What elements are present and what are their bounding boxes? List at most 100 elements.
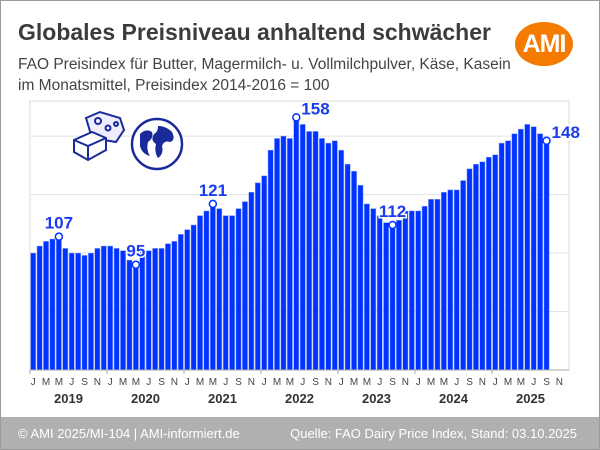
bar [338,149,345,371]
month-tick-label: M [55,377,63,388]
month-tick-label: N [402,377,409,388]
annotation-marker [542,136,551,146]
bar [145,250,152,371]
bar [274,138,280,371]
month-tick-label: M [209,377,217,388]
bar [36,245,43,371]
month-tick-label: S [81,377,88,388]
bar [62,248,69,371]
month-tick-label: S [389,377,396,388]
bar [524,124,531,371]
month-tick-label: N [171,377,178,388]
bar [447,189,454,371]
month-tick-label: J [31,377,36,388]
bar [43,241,49,371]
bar [165,243,171,371]
month-tick-label: N [556,377,563,388]
bar [460,180,466,371]
bar [396,220,402,371]
month-tick-label: J [185,377,190,388]
bar [75,252,81,371]
month-tick-label: M [132,377,140,388]
bar [543,140,550,371]
month-tick-label: J [377,377,382,388]
bar [190,224,197,371]
bar [530,126,537,371]
bar [357,184,364,371]
chart-subtitle: FAO Preisindex für Butter, Magermilch- u… [18,54,511,96]
month-tick-label: N [479,377,486,388]
bar [171,241,178,371]
bar [299,124,306,371]
bar [113,248,120,371]
bar [473,163,479,371]
year-label: 2020 [131,391,160,406]
bar [466,168,473,371]
annotation-label: 107 [45,214,73,233]
bar [248,191,255,371]
month-tick-label: S [158,377,165,388]
bar [68,252,75,371]
month-tick-label: J [416,377,421,388]
bar [389,224,396,371]
month-tick-label: M [504,377,512,388]
cheese-butter-icon [73,110,126,162]
month-tick-label: M [350,377,358,388]
bar [364,203,370,371]
bar [254,182,261,371]
bar [537,133,543,371]
bar [107,245,114,371]
month-tick-label: J [300,377,305,388]
bar [479,161,486,371]
bar [312,131,319,371]
bar [216,208,223,371]
bar [370,208,377,371]
subtitle-line-1: FAO Preisindex für Butter, Magermilch- u… [18,56,511,73]
bar [242,201,248,371]
subtitle-line-2: im Monatsmittel, Preisindex 2014-2016 = … [18,77,330,94]
month-tick-label: N [94,377,101,388]
bar [319,138,325,371]
bar [434,198,441,371]
bar [139,250,146,371]
plot-area [29,100,570,371]
bar [229,215,235,371]
annotation-label: 112 [379,202,406,221]
bar [485,156,492,371]
bar [325,142,332,371]
bar [133,264,139,371]
month-tick-label: J [493,377,498,388]
year-label: 2023 [362,391,391,406]
annotation-label: 121 [199,181,227,200]
bar [152,248,158,371]
month-tick-label: M [42,377,50,388]
bar [408,210,415,371]
footer: © AMI 2025/MI-104 | AMI-informiert.de Qu… [1,417,599,449]
bar [441,191,447,371]
bar [126,259,133,371]
bar [235,208,242,371]
bar [306,131,312,371]
bar [331,140,338,371]
month-tick-label: J [339,377,344,388]
annotation-marker [292,113,301,122]
month-tick-label: M [196,377,204,388]
month-tick-label: M [119,377,127,388]
month-tick-label: N [325,377,332,388]
month-tick-label: M [517,377,525,388]
bar [210,203,216,371]
month-tick-label: S [543,377,550,388]
bar [203,210,210,371]
source: Quelle: FAO Dairy Price Index, Stand: 03… [290,426,577,441]
bar [30,252,37,371]
month-tick-label: N [248,377,255,388]
annotation-marker [54,232,64,241]
chart-title: Globales Preisniveau anhaltend schwächer [18,19,491,45]
bar [120,250,126,371]
bar [518,128,524,371]
bar [415,210,422,371]
month-tick-label: M [427,377,435,388]
bar [88,252,94,371]
month-tick-label: M [363,377,371,388]
